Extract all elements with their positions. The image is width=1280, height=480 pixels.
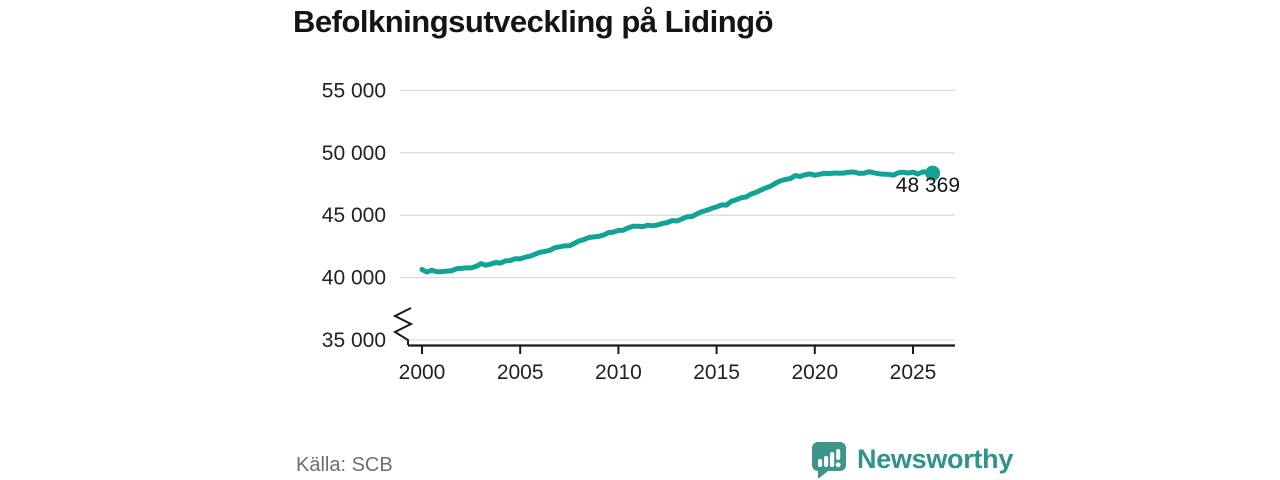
x-axis-tick-label: 2025	[890, 361, 937, 384]
y-axis-tick-label: 35 000	[322, 329, 386, 352]
y-axis-tick-label: 40 000	[322, 267, 386, 290]
x-axis-tick-label: 2005	[497, 361, 544, 384]
x-axis-tick-label: 2000	[399, 361, 446, 384]
population-line	[419, 169, 936, 275]
newsworthy-logo-text: Newsworthy	[857, 443, 1014, 474]
x-axis-tick-label: 2020	[791, 361, 838, 384]
x-axis-tick-label: 2010	[595, 361, 642, 384]
x-axis-tick-label: 2015	[693, 361, 740, 384]
y-axis-tick-label: 45 000	[322, 204, 386, 227]
y-axis-break-zigzag	[392, 307, 414, 345]
y-axis-tick-label: 50 000	[322, 142, 386, 165]
chart-title: Befolkningsutveckling på Lidingö	[293, 4, 774, 39]
newsworthy-logo: Newsworthy	[810, 440, 1013, 478]
last-point-marker	[925, 165, 941, 181]
source-caption: Källa: SCB	[296, 454, 393, 476]
newsworthy-logo-icon	[812, 442, 846, 478]
endpoint-value-label: 48 369	[895, 174, 960, 197]
y-axis-tick-label: 55 000	[322, 79, 386, 102]
